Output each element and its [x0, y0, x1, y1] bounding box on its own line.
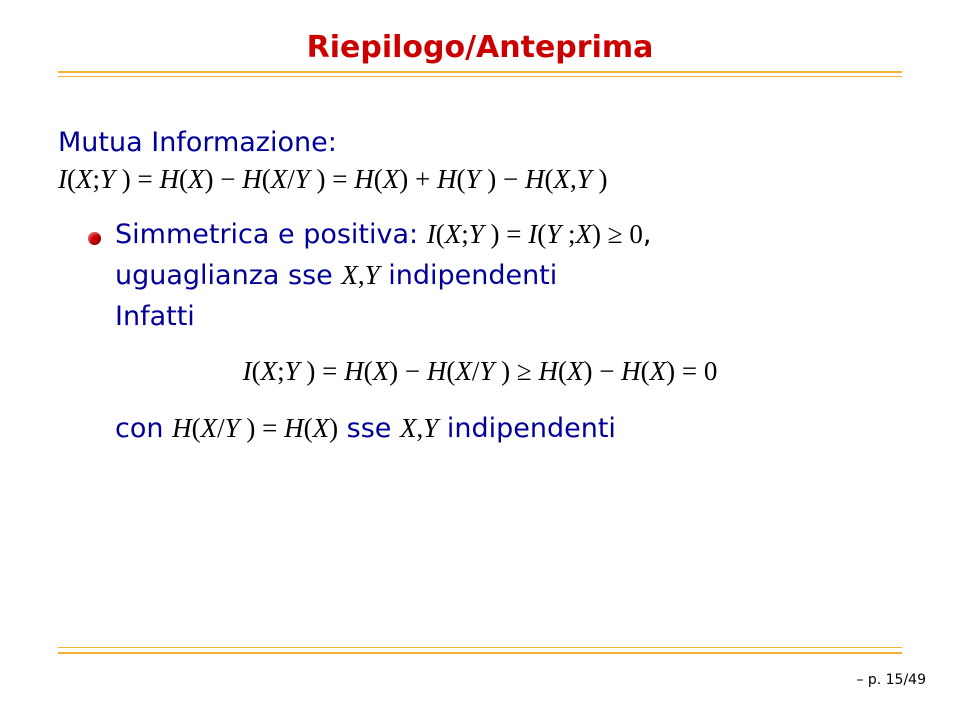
equation-2: I(X;Y ) = H(X) − H(X/Y ) ≥ H(X) − H(X) =… — [58, 356, 902, 387]
footer-rule-thick — [58, 652, 902, 654]
title-rule-thick — [58, 71, 902, 73]
page-title: Riepilogo/Anteprima — [307, 30, 654, 65]
cont2-mid: sse — [338, 413, 400, 444]
bullet-continuation-2: con H(X/Y ) = H(X) sse X,Y indipendenti — [115, 413, 902, 444]
footer-rule-thin — [58, 647, 902, 648]
eq1-I: I — [58, 164, 67, 194]
page-number: – p. 15/49 — [856, 672, 926, 688]
bullet-post: , — [643, 219, 652, 250]
section-heading: Mutua Informazione: — [58, 127, 902, 158]
cont1-post: indipendenti — [380, 260, 558, 291]
bullet-continuation-1: uguaglianza sse X,Y indipendenti — [115, 260, 902, 291]
title-wrap: Riepilogo/Anteprima — [58, 30, 902, 65]
cont2-pre: con — [115, 413, 172, 444]
title-rule-thin — [58, 76, 902, 77]
equation-1: I(X;Y ) = H(X) − H(X/Y ) = H(X) + H(Y ) … — [58, 164, 902, 195]
cont2-post: indipendenti — [438, 413, 616, 444]
bullet-text: Simmetrica e positiva: I(X;Y ) = I(Y ;X)… — [115, 219, 651, 250]
bullet-item: Simmetrica e positiva: I(X;Y ) = I(Y ;X)… — [88, 219, 902, 250]
cont1-pre: uguaglianza sse — [115, 260, 341, 291]
bullet-pre: Simmetrica e positiva: — [115, 219, 427, 250]
bullet-icon — [88, 232, 101, 245]
infatti-label: Infatti — [115, 301, 902, 332]
